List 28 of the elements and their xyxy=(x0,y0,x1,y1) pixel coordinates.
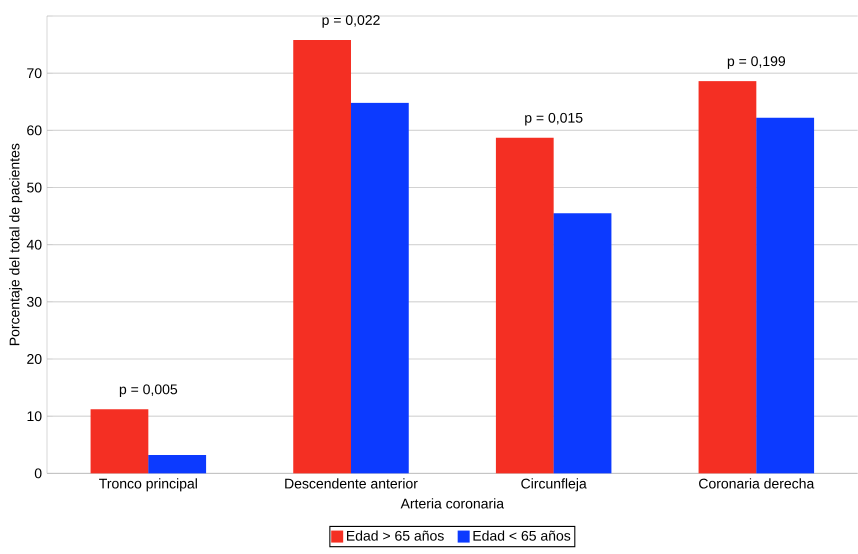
annotation: p = 0,005 xyxy=(120,384,178,397)
x-axis-title: Arteria coronaria xyxy=(400,498,504,508)
y-tick-label: 60 xyxy=(27,125,42,136)
y-tick-label: 30 xyxy=(27,296,42,307)
x-tick-label: Descendente anterior xyxy=(285,478,418,488)
x-tick-label: Tronco principal xyxy=(99,478,197,492)
annotation: p = 0,022 xyxy=(322,14,380,28)
bar xyxy=(756,118,814,474)
legend-label: Edad < 65 años xyxy=(473,530,570,541)
y-axis-title: Porcentaje del total de pacientes xyxy=(9,144,22,345)
bar xyxy=(698,81,756,474)
annotation: p = 0,015 xyxy=(525,112,582,126)
bar xyxy=(554,213,612,474)
x-tick-label: Circunfleja xyxy=(521,478,587,492)
y-tick-label: 20 xyxy=(27,354,42,364)
bar xyxy=(496,138,554,474)
bar xyxy=(90,409,148,474)
y-tick-label: 70 xyxy=(27,68,42,78)
y-tick-label: 0 xyxy=(34,468,42,478)
bar xyxy=(293,40,351,474)
y-tick-label: 40 xyxy=(26,240,42,250)
legend-label: Edad > 65 años xyxy=(347,530,444,541)
annotation: p = 0,199 xyxy=(728,56,786,69)
y-tick-label: 50 xyxy=(27,182,42,192)
y-tick-label: 10 xyxy=(28,411,42,421)
x-tick-label: Coronaria derecha xyxy=(699,478,814,488)
bar xyxy=(148,454,206,474)
bar xyxy=(350,102,409,474)
